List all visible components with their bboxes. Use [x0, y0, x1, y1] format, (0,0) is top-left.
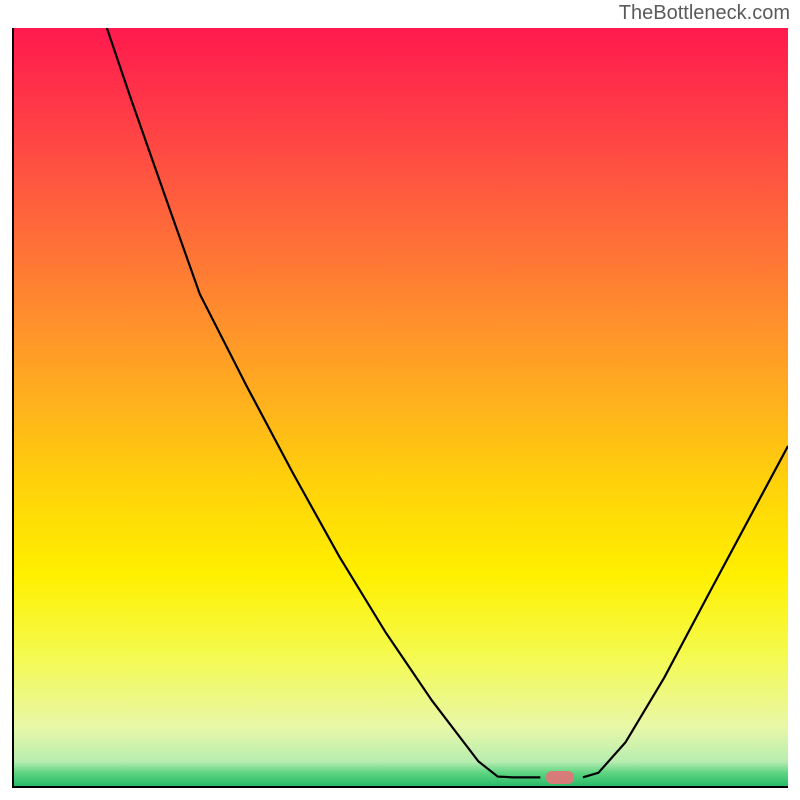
axes-frame	[12, 28, 788, 788]
watermark-text: TheBottleneck.com	[619, 2, 790, 25]
